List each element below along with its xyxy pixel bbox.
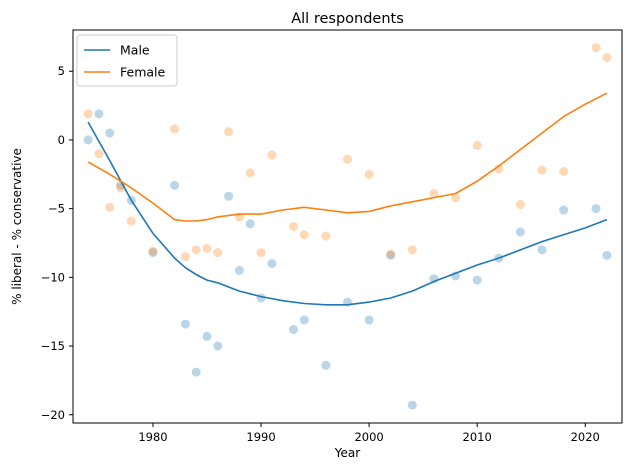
point-male-1974	[83, 135, 93, 145]
x-axis-label: Year	[334, 446, 360, 460]
y-tick-label--5: −5	[48, 202, 65, 216]
point-female-1990	[256, 248, 266, 258]
y-tick-label--10: −10	[41, 270, 65, 284]
point-male-1993	[288, 325, 298, 335]
point-female-2012	[494, 164, 504, 174]
point-female-2008	[451, 193, 461, 203]
point-female-2010	[472, 140, 482, 150]
point-male-2000	[364, 315, 374, 325]
trend-line-female	[87, 92, 608, 222]
y-axis-label: % liberal - % conservative	[10, 148, 24, 305]
x-tick-label-2010: 2010	[463, 430, 492, 444]
point-female-2006	[429, 189, 439, 199]
point-female-2002	[386, 249, 396, 259]
point-female-2021	[591, 43, 601, 53]
plot-area	[73, 30, 622, 423]
point-female-1987	[224, 127, 234, 137]
point-female-1983	[180, 252, 190, 262]
point-male-1976	[105, 128, 115, 138]
trend-line-male	[87, 121, 608, 306]
y-tick-label--20: −20	[41, 408, 65, 422]
point-female-1996	[321, 231, 331, 241]
point-male-1975	[94, 109, 104, 119]
x-tick-label-1980: 1980	[138, 430, 167, 444]
point-male-2010	[472, 275, 482, 285]
point-female-1986	[213, 248, 223, 258]
point-male-1986	[213, 341, 223, 351]
point-female-1976	[105, 202, 115, 212]
point-male-1980	[148, 248, 158, 258]
legend-box	[76, 34, 178, 87]
y-tick-label-5: 5	[58, 64, 65, 78]
point-female-1994	[299, 230, 309, 240]
y-axis: −20 −15 −10 −5 0 5	[41, 64, 73, 422]
point-male-2022	[602, 250, 612, 260]
point-female-1993	[288, 222, 298, 231]
point-female-1982	[170, 124, 180, 134]
point-male-2021	[591, 204, 601, 214]
point-male-1982	[170, 180, 180, 190]
point-female-1978	[126, 216, 136, 226]
point-male-2004	[407, 400, 417, 410]
point-female-2016	[537, 165, 547, 175]
point-female-2018	[559, 167, 569, 177]
point-male-2002	[386, 250, 396, 260]
point-male-1988	[234, 265, 244, 275]
point-female-2022	[602, 52, 612, 62]
point-female-2000	[364, 169, 374, 179]
scatter-layer	[83, 43, 612, 410]
x-axis: 1980 1990 2000 2010 2020	[138, 423, 600, 444]
point-male-1984	[191, 367, 201, 377]
point-female-1984	[191, 245, 201, 255]
trend-layer	[87, 92, 608, 306]
legend-label-male: Male	[120, 43, 150, 58]
legend-label-female: Female	[120, 65, 166, 80]
point-male-2014	[515, 227, 525, 237]
y-tick-label--15: −15	[41, 339, 65, 353]
point-female-2004	[407, 245, 417, 255]
y-tick-label-0: 0	[58, 133, 65, 147]
point-male-1989	[245, 219, 255, 229]
x-tick-label-2020: 2020	[571, 430, 600, 444]
point-male-1983	[180, 319, 190, 329]
x-tick-label-2000: 2000	[354, 430, 383, 444]
plot-frame	[72, 29, 623, 424]
point-male-2016	[537, 245, 547, 255]
point-female-1974	[83, 109, 93, 119]
point-female-1980	[148, 246, 158, 256]
point-female-1989	[245, 168, 255, 178]
point-female-2014	[515, 200, 525, 210]
point-female-1991	[267, 150, 277, 160]
point-male-2018	[559, 205, 569, 215]
x-tick-label-1990: 1990	[246, 430, 275, 444]
legend: Male Female	[76, 34, 178, 87]
point-female-1998	[343, 154, 352, 164]
point-male-1991	[267, 259, 277, 269]
point-female-1975	[94, 149, 104, 159]
chart-title: All respondents	[291, 11, 404, 27]
point-male-1987	[224, 191, 234, 201]
point-male-1994	[299, 315, 309, 325]
point-male-1996	[321, 360, 331, 370]
point-female-1985	[202, 243, 212, 253]
point-male-1985	[202, 331, 212, 341]
